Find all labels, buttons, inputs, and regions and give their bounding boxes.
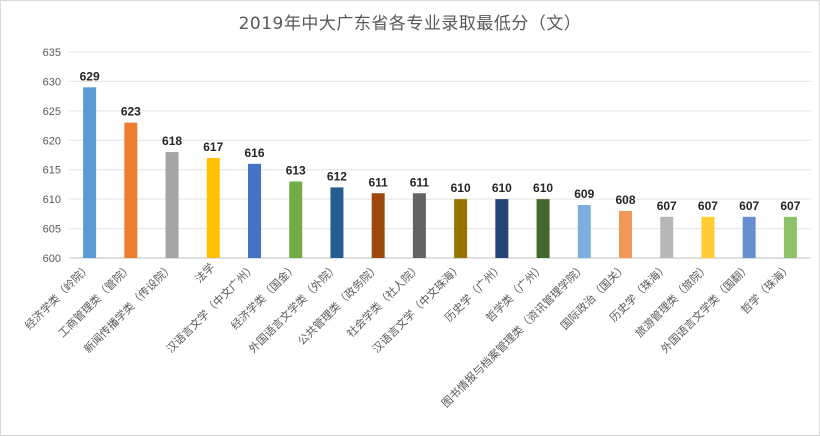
bar bbox=[289, 181, 302, 258]
category-label: 公共管理类（政务院） bbox=[295, 260, 383, 348]
bar bbox=[83, 87, 96, 258]
bar bbox=[578, 205, 591, 258]
y-tick-label: 615 bbox=[43, 165, 61, 177]
data-label: 607 bbox=[780, 199, 800, 213]
data-label: 616 bbox=[244, 146, 264, 160]
data-label: 607 bbox=[739, 199, 759, 213]
y-tick-label: 635 bbox=[43, 47, 61, 59]
data-label: 607 bbox=[657, 199, 677, 213]
data-label: 617 bbox=[203, 140, 223, 154]
bar bbox=[413, 193, 426, 258]
y-tick-label: 630 bbox=[43, 76, 61, 88]
category-label: 社会学类（社人院） bbox=[344, 260, 424, 340]
y-tick-label: 625 bbox=[43, 106, 61, 118]
bar bbox=[784, 217, 797, 258]
bar bbox=[495, 199, 508, 258]
y-axis-ticks: 600 605 610 615 620 625 630 635 bbox=[43, 47, 61, 265]
bars bbox=[83, 87, 797, 258]
data-label: 608 bbox=[615, 193, 635, 207]
bar bbox=[619, 211, 632, 258]
data-label: 629 bbox=[80, 69, 100, 83]
category-label: 图书情报与档案管理类（资讯管理学院） bbox=[438, 260, 588, 410]
y-tick-label: 620 bbox=[43, 135, 61, 147]
bar bbox=[660, 217, 673, 258]
bar bbox=[166, 152, 179, 258]
data-label: 610 bbox=[533, 181, 553, 195]
bar bbox=[207, 158, 220, 258]
bar bbox=[743, 217, 756, 258]
category-label: 法学 bbox=[192, 260, 217, 285]
y-tick-label: 605 bbox=[43, 224, 61, 236]
bar bbox=[701, 217, 714, 258]
data-label: 612 bbox=[327, 169, 347, 183]
data-label: 613 bbox=[286, 163, 306, 177]
data-label: 609 bbox=[574, 187, 594, 201]
data-label: 611 bbox=[368, 175, 388, 189]
category-label: 工商管理类（管院） bbox=[55, 260, 135, 340]
bar bbox=[248, 164, 261, 258]
data-labels: 629 623 618 617 616 613 612 611 611 610 610 610 609 6… bbox=[80, 69, 801, 212]
bar bbox=[372, 193, 385, 258]
bar bbox=[537, 199, 550, 258]
gridlines bbox=[69, 52, 811, 258]
bar bbox=[330, 187, 343, 258]
data-label: 618 bbox=[162, 134, 182, 148]
y-tick-label: 600 bbox=[43, 253, 61, 265]
data-label: 610 bbox=[492, 181, 512, 195]
data-label: 607 bbox=[698, 199, 718, 213]
data-label: 611 bbox=[410, 175, 430, 189]
bar bbox=[454, 199, 467, 258]
y-tick-label: 610 bbox=[43, 194, 61, 206]
category-labels: 经济学类（岭院）工商管理类（管院）新闻传播学类（传设院） 法学汉语言文学（中文广州… bbox=[22, 260, 795, 410]
data-label: 623 bbox=[121, 105, 141, 119]
bar bbox=[124, 123, 137, 258]
data-label: 610 bbox=[451, 181, 471, 195]
category-label: 旅游管理类（旅院） bbox=[632, 260, 712, 340]
